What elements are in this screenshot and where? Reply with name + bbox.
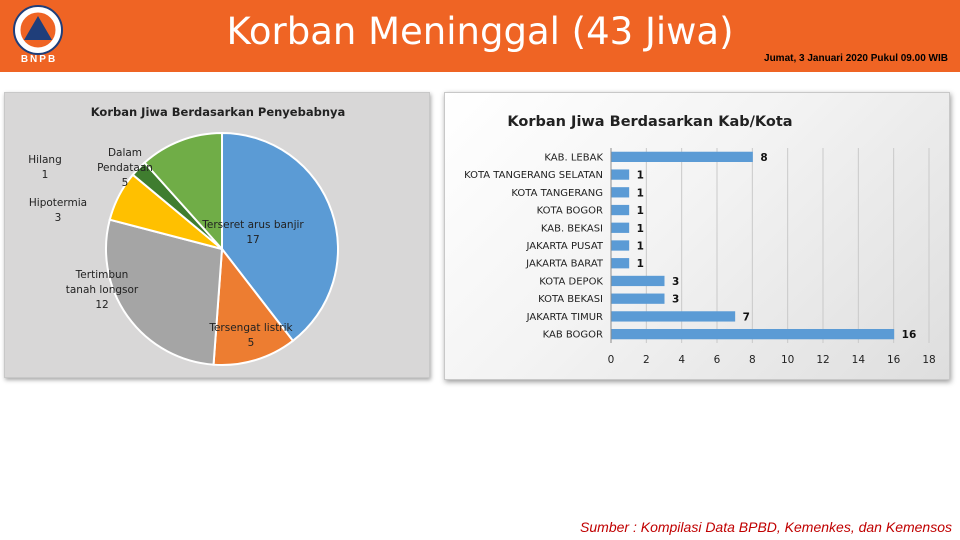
bar-value-label: 1 bbox=[637, 258, 644, 270]
bar bbox=[611, 258, 630, 269]
bar-value-label: 1 bbox=[637, 205, 644, 217]
x-tick-label: 0 bbox=[608, 354, 615, 366]
header-bar: BNPB Korban Meninggal (43 Jiwa) Jumat, 3… bbox=[0, 0, 960, 72]
logo-triangle-icon bbox=[24, 16, 52, 40]
pie-slice bbox=[143, 131, 223, 252]
x-tick-label: 12 bbox=[816, 354, 829, 366]
category-label: JAKARTA PUSAT bbox=[526, 241, 604, 252]
bar bbox=[611, 329, 895, 340]
pie-slice-label: Terseret arus banjir 17 bbox=[201, 219, 304, 246]
report-datetime: Jumat, 3 Januari 2020 Pukul 09.00 WIB bbox=[764, 53, 948, 64]
bar-value-label: 3 bbox=[672, 276, 679, 288]
logo-text: BNPB bbox=[20, 54, 58, 65]
pie-slice-label: Tersengat listrik 5 bbox=[208, 322, 293, 349]
bar-chart-panel: Korban Jiwa Berdasarkan Kab/Kota 0 2 4 6 8 10… bbox=[444, 92, 950, 380]
category-label: KAB BOGOR bbox=[543, 330, 603, 341]
bar-value-label: 8 bbox=[760, 152, 767, 164]
pie-chart-title: Korban Jiwa Berdasarkan Penyebabnya bbox=[91, 105, 346, 119]
bar-value-label: 16 bbox=[902, 329, 917, 341]
x-tick-label: 16 bbox=[887, 354, 901, 366]
bar bbox=[611, 311, 736, 322]
pie-slice-label: Hipotermia 3 bbox=[29, 197, 87, 224]
category-label: KOTA TANGERANG SELATAN bbox=[464, 170, 603, 181]
bar bbox=[611, 204, 630, 216]
bar-value-label: 3 bbox=[672, 294, 679, 306]
pie-slice-label: Hilang 1 bbox=[28, 154, 61, 181]
category-label: JAKARTA TIMUR bbox=[526, 312, 603, 323]
category-label: KOTA DEPOK bbox=[539, 276, 603, 287]
x-tick-label: 4 bbox=[678, 354, 685, 366]
bar-chart: Korban Jiwa Berdasarkan Kab/Kota 0 2 4 6 8 10… bbox=[464, 114, 936, 366]
x-tick-label: 6 bbox=[714, 354, 721, 366]
category-label: KOTA TANGERANG bbox=[511, 188, 603, 199]
bar-value-label: 1 bbox=[637, 223, 644, 235]
category-label: JAKARTA BARAT bbox=[525, 259, 604, 270]
bar bbox=[611, 169, 630, 180]
bar-value-label: 7 bbox=[743, 311, 750, 323]
category-label: KAB. LEBAK bbox=[544, 152, 603, 163]
category-label: KOTA BEKASI bbox=[538, 294, 603, 305]
x-tick-label: 2 bbox=[643, 354, 650, 366]
pie-slice-label: Tertimbun tanah longsor 12 bbox=[66, 269, 139, 311]
bar bbox=[611, 187, 630, 198]
x-tick-label: 10 bbox=[781, 354, 794, 366]
bar bbox=[611, 293, 665, 304]
bnpb-logo bbox=[13, 5, 63, 55]
bar-chart-title: Korban Jiwa Berdasarkan Kab/Kota bbox=[507, 114, 792, 130]
page-title: Korban Meninggal (43 Jiwa) bbox=[226, 10, 734, 53]
pie-slice bbox=[212, 246, 295, 366]
pie-slice-label: Dalam Pendataan 5 bbox=[97, 147, 153, 189]
pie-chart-panel: Korban Jiwa Berdasarkan Penyebabnya Ters… bbox=[4, 92, 430, 378]
x-tick-label: 14 bbox=[852, 354, 866, 366]
pie-chart: Korban Jiwa Berdasarkan Penyebabnya Ters… bbox=[28, 105, 346, 366]
x-tick-label: 18 bbox=[922, 354, 935, 366]
bar bbox=[611, 240, 630, 251]
source-note: Sumber : Kompilasi Data BPBD, Kemenkes, … bbox=[580, 519, 952, 535]
bar bbox=[611, 222, 630, 233]
bar bbox=[611, 275, 665, 287]
pie-slice bbox=[221, 131, 339, 343]
bar bbox=[611, 151, 753, 162]
category-label: KAB. BEKASI bbox=[541, 223, 603, 234]
bar-value-label: 1 bbox=[637, 241, 644, 253]
bar-value-label: 1 bbox=[637, 170, 644, 182]
x-tick-label: 8 bbox=[749, 354, 756, 366]
category-label: KOTA BOGOR bbox=[537, 206, 603, 217]
bar-value-label: 1 bbox=[637, 187, 644, 199]
pie-slice bbox=[105, 218, 224, 366]
